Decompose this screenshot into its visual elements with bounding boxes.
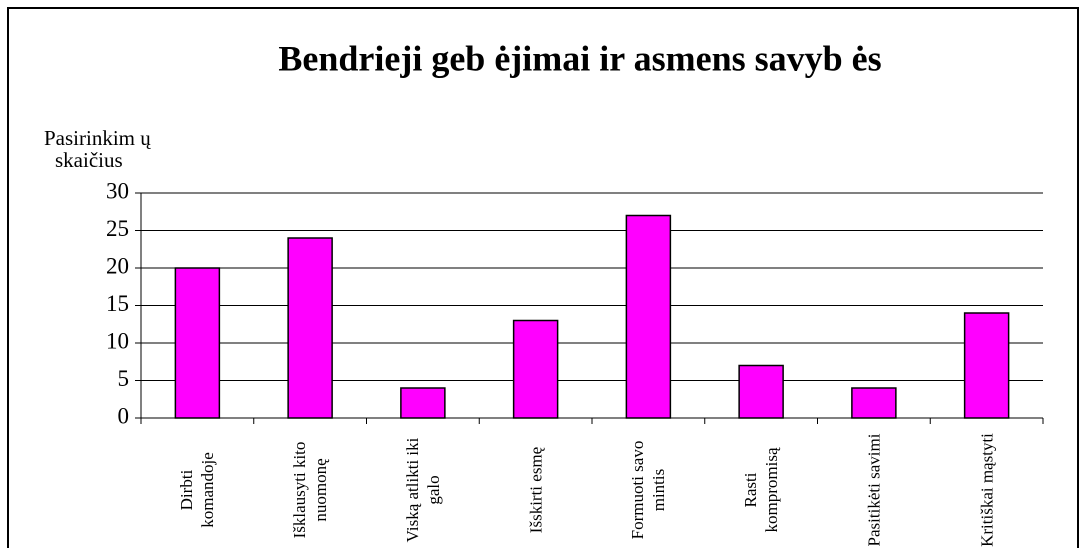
- y-axis-label: skaičius: [55, 148, 123, 172]
- frame: [7, 7, 1079, 548]
- y-tick-label: 15: [106, 291, 129, 316]
- x-tick-label: Pasitikėti savimi: [864, 433, 884, 547]
- bar: [287, 237, 333, 419]
- y-tick-label: 20: [106, 253, 129, 278]
- bar: [851, 387, 897, 419]
- x-tick-label: Rasti kompromisą: [741, 447, 782, 533]
- y-tick-label: 30: [106, 178, 129, 203]
- x-tick-label: Formuoti savo mintis: [628, 440, 669, 540]
- x-tick-label: Išskirti esmę: [526, 446, 546, 534]
- chart-title: Bendrieji geb ėjimai ir asmens savyb ės: [278, 38, 881, 78]
- x-tick-label: Dirbti komandoje: [177, 452, 218, 528]
- y-tick-label: 10: [106, 328, 129, 353]
- bar: [512, 319, 559, 419]
- x-tick-label: Viską atlikti iki galo: [402, 437, 443, 543]
- y-axis-label: Pasirinkim ų: [44, 126, 151, 150]
- y-tick-label: 0: [118, 403, 130, 428]
- y-tick-label: 5: [118, 366, 130, 391]
- bar: [738, 364, 784, 419]
- x-tick-label: Išklausyti kito nuomonę: [290, 441, 331, 539]
- y-tick-label: 25: [106, 216, 129, 241]
- x-tick-label: Kritiškai mąstyti: [977, 433, 997, 547]
- bar: [174, 267, 221, 419]
- bar: [963, 312, 1010, 419]
- bar: [625, 214, 672, 419]
- bar: [400, 387, 446, 419]
